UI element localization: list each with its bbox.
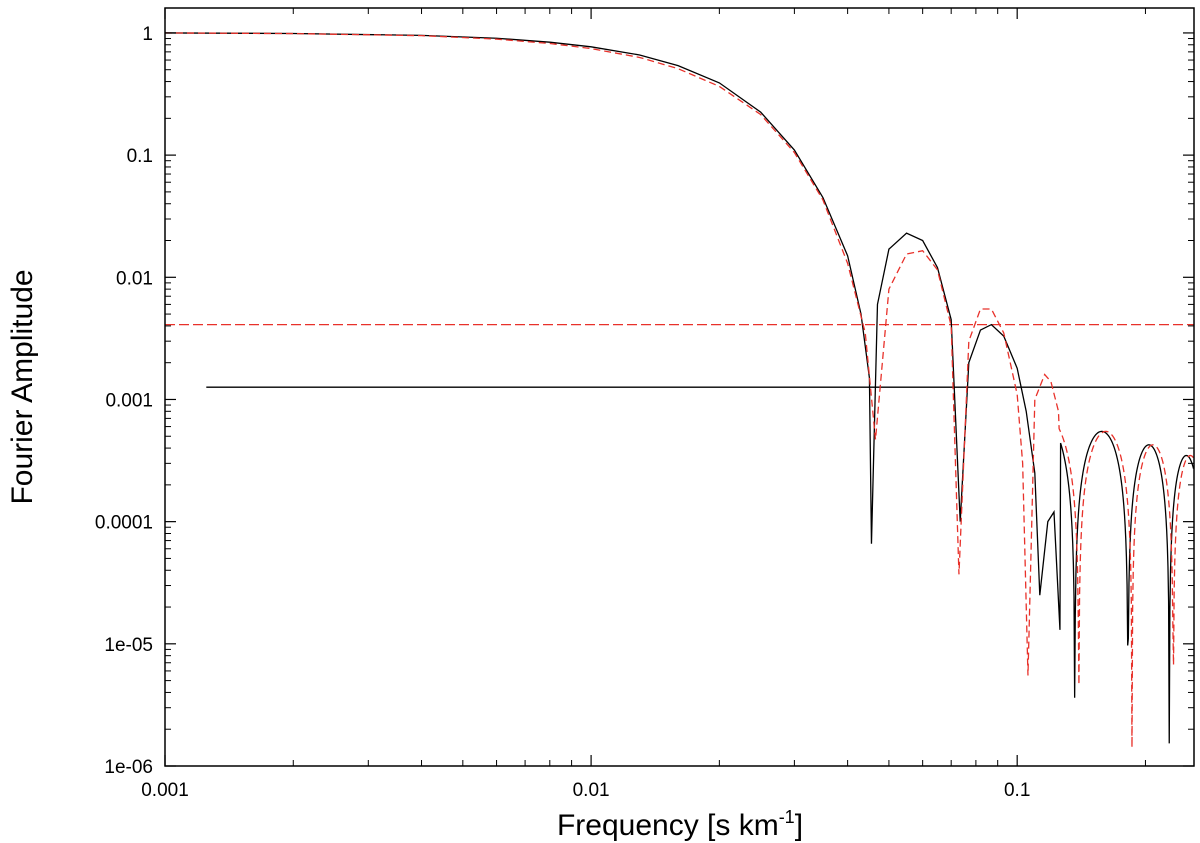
- x-tick-label: 0.01: [573, 780, 610, 801]
- y-tick-label: 0.001: [105, 390, 153, 411]
- y-tick-label: 1: [142, 24, 153, 45]
- x-tick-label: 0.1: [1004, 780, 1030, 801]
- y-tick-label: 0.1: [127, 146, 153, 167]
- series-line: [165, 32, 1194, 748]
- series-line: [165, 32, 1194, 744]
- y-axis-title: Fourier Amplitude: [6, 269, 39, 504]
- plot-area: [165, 32, 1194, 748]
- plot-frame: [164, 7, 1195, 767]
- y-tick-label: 1e-06: [104, 757, 153, 778]
- y-tick-label: 0.01: [116, 268, 153, 289]
- x-axis: 0.001 0.01 0.1: [141, 8, 1146, 801]
- y-axis: 1 0.1 0.01 0.001 0.0001 1e-05 1e-06: [95, 24, 1194, 778]
- x-tick-label: 0.001: [141, 780, 189, 801]
- x-axis-title-main: Frequency [s km: [557, 809, 779, 842]
- x-axis-title: Frequency [s km-1]: [557, 807, 803, 842]
- y-tick-label: 0.0001: [95, 513, 153, 534]
- x-axis-title-end: ]: [795, 809, 803, 842]
- y-tick-label: 1e-05: [104, 635, 153, 656]
- x-axis-title-superscript: -1: [779, 807, 795, 827]
